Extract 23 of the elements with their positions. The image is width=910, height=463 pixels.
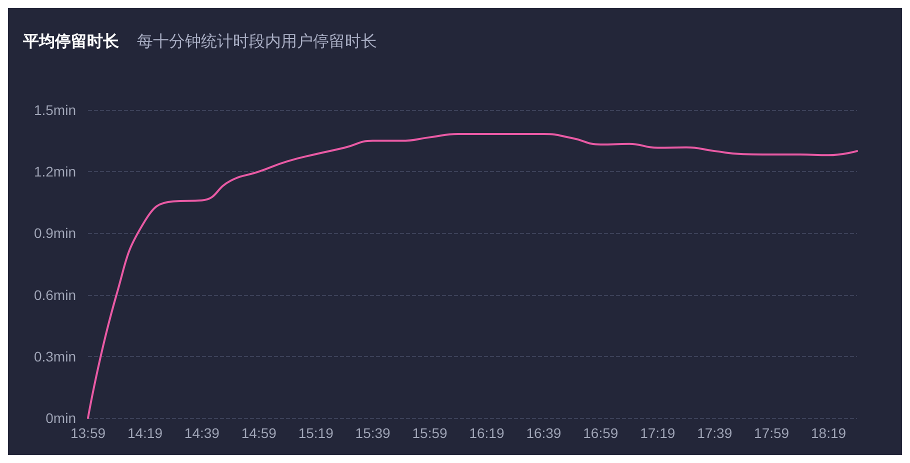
x-tick-label: 14:59 [241, 425, 277, 441]
x-tick-label: 14:19 [127, 425, 163, 441]
x-tick-label: 16:39 [526, 425, 562, 441]
x-tick-label: 15:59 [412, 425, 448, 441]
chart-title: 平均停留时长 [22, 32, 120, 50]
x-tick-label: 14:39 [184, 425, 220, 441]
y-tick-label: 1.5min [34, 102, 76, 118]
y-tick-label: 0min [46, 410, 76, 426]
x-tick-label: 16:19 [469, 425, 504, 441]
y-tick-label: 0.3min [34, 348, 76, 364]
x-tick-label: 15:39 [355, 425, 391, 441]
x-tick-label: 17:59 [754, 425, 790, 441]
y-tick-label: 0.6min [34, 286, 76, 303]
line-series [87, 133, 858, 419]
chart-subtitle: 每十分钟统计时段内用户停留时长 [137, 32, 377, 50]
x-tick-label: 17:19 [640, 425, 676, 441]
x-tick-label: 17:39 [697, 425, 732, 441]
x-tick-label: 15:19 [298, 425, 334, 441]
x-tick-label: 13:59 [70, 425, 106, 441]
y-tick-label: 1.2min [34, 164, 76, 180]
y-tick-label: 0.9min [34, 225, 76, 242]
x-tick-label: 16:59 [583, 425, 618, 441]
x-tick-label: 18:19 [810, 425, 846, 441]
